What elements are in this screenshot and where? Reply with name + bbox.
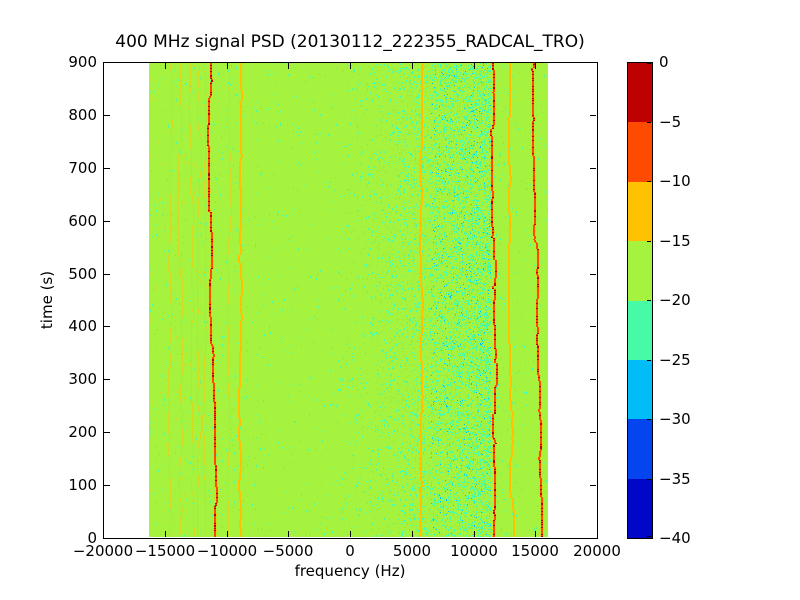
x-tick-label: 10000 (450, 542, 498, 560)
plot-area (103, 62, 598, 539)
y-tick-mark (590, 379, 596, 380)
y-tick-mark (590, 62, 596, 63)
y-tick-mark (590, 221, 596, 222)
colorbar-tick-label: −25 (659, 351, 691, 369)
colorbar-tick-label: 0 (659, 53, 669, 71)
y-tick-mark (104, 62, 110, 63)
y-tick-mark (590, 326, 596, 327)
colorbar-tick-label: −5 (659, 113, 682, 131)
y-tick-mark (104, 115, 110, 116)
x-tick-mark (597, 63, 598, 69)
y-tick-label: 800 (68, 106, 97, 124)
colorbar-tick-mark (647, 63, 651, 64)
colorbar-tick-label: −20 (659, 291, 691, 309)
y-tick-mark (104, 168, 110, 169)
colorbar-tick-mark (647, 300, 651, 301)
colorbar-tick-label: −10 (659, 172, 691, 190)
y-tick-mark (590, 432, 596, 433)
x-tick-mark (165, 63, 166, 69)
x-tick-label: 5000 (392, 542, 432, 560)
x-tick-label: 20000 (573, 542, 621, 560)
y-tick-label: 0 (87, 529, 97, 547)
x-tick-label: 15000 (511, 542, 559, 560)
x-tick-mark (103, 531, 104, 537)
colorbar-segment (628, 63, 652, 123)
x-tick-mark (474, 63, 475, 69)
colorbar-tick-mark (647, 122, 651, 123)
colorbar-tick-label: −40 (659, 529, 691, 547)
y-tick-mark (104, 274, 110, 275)
colorbar-segment (628, 359, 652, 420)
x-tick-mark (227, 63, 228, 69)
x-tick-label: −10000 (196, 542, 258, 560)
y-tick-label: 200 (68, 423, 97, 441)
colorbar-tick-mark (647, 536, 651, 537)
y-tick-label: 600 (68, 212, 97, 230)
y-tick-mark (104, 538, 110, 539)
x-tick-mark (103, 63, 104, 69)
x-tick-mark (350, 531, 351, 537)
y-tick-mark (104, 379, 110, 380)
x-tick-mark (535, 531, 536, 537)
x-tick-mark (350, 63, 351, 69)
x-tick-mark (474, 531, 475, 537)
x-tick-mark (227, 531, 228, 537)
heatmap-image (149, 63, 548, 537)
colorbar-tick-mark (647, 360, 651, 361)
y-tick-mark (104, 432, 110, 433)
y-tick-mark (104, 485, 110, 486)
y-tick-label: 300 (68, 370, 97, 388)
y-tick-mark (590, 274, 596, 275)
x-tick-label: −20000 (72, 542, 134, 560)
colorbar-segment (628, 241, 652, 301)
colorbar-segment (628, 419, 652, 479)
y-tick-label: 100 (68, 476, 97, 494)
x-tick-label: 0 (345, 542, 355, 560)
x-tick-mark (412, 531, 413, 537)
colorbar-tick-mark (647, 419, 651, 420)
colorbar-tick-label: −15 (659, 232, 691, 250)
colorbar-segment (628, 478, 652, 538)
y-tick-label: 400 (68, 317, 97, 335)
plot-title: 400 MHz signal PSD (20130112_222355_RADC… (115, 32, 585, 52)
x-tick-mark (288, 63, 289, 69)
colorbar (627, 62, 653, 539)
x-tick-mark (412, 63, 413, 69)
y-tick-mark (104, 326, 110, 327)
x-tick-label: −5000 (262, 542, 314, 560)
x-tick-mark (597, 531, 598, 537)
y-tick-label: 900 (68, 53, 97, 71)
y-tick-label: 700 (68, 159, 97, 177)
colorbar-segment (628, 122, 652, 182)
y-tick-mark (104, 221, 110, 222)
y-tick-mark (590, 168, 596, 169)
colorbar-tick-label: −30 (659, 410, 691, 428)
y-tick-mark (590, 485, 596, 486)
colorbar-segment (628, 181, 652, 242)
x-tick-label: −15000 (134, 542, 196, 560)
colorbar-tick-label: −35 (659, 470, 691, 488)
x-tick-mark (535, 63, 536, 69)
y-tick-label: 500 (68, 265, 97, 283)
x-tick-mark (165, 531, 166, 537)
x-tick-mark (288, 531, 289, 537)
colorbar-tick-mark (647, 241, 651, 242)
x-axis-label: frequency (Hz) (294, 562, 406, 580)
colorbar-tick-mark (647, 479, 651, 480)
colorbar-tick-mark (647, 181, 651, 182)
y-tick-mark (590, 115, 596, 116)
y-tick-mark (590, 538, 596, 539)
colorbar-segment (628, 300, 652, 360)
